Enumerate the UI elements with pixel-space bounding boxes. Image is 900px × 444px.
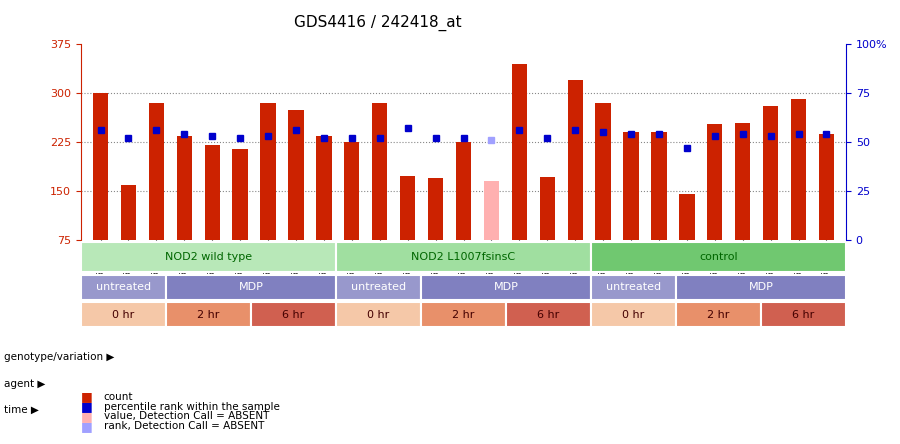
Text: agent ▶: agent ▶ bbox=[4, 379, 46, 389]
Bar bbox=[791, 99, 806, 240]
Text: ■: ■ bbox=[81, 420, 93, 433]
Text: genotype/variation ▶: genotype/variation ▶ bbox=[4, 353, 115, 362]
Text: 0 hr: 0 hr bbox=[367, 310, 390, 320]
Bar bbox=[316, 136, 331, 240]
Bar bbox=[819, 135, 834, 240]
FancyBboxPatch shape bbox=[166, 275, 336, 300]
FancyBboxPatch shape bbox=[251, 302, 336, 327]
Bar bbox=[204, 146, 220, 240]
Text: MDP: MDP bbox=[749, 282, 773, 292]
Text: 0 hr: 0 hr bbox=[112, 310, 135, 320]
FancyBboxPatch shape bbox=[676, 275, 846, 300]
Text: untreated: untreated bbox=[606, 282, 662, 292]
Text: ■: ■ bbox=[81, 410, 93, 423]
FancyBboxPatch shape bbox=[421, 302, 506, 327]
FancyBboxPatch shape bbox=[676, 302, 761, 327]
FancyBboxPatch shape bbox=[336, 275, 421, 300]
Bar bbox=[652, 132, 667, 240]
Text: ■: ■ bbox=[81, 390, 93, 404]
Text: MDP: MDP bbox=[493, 282, 518, 292]
Text: GDS4416 / 242418_at: GDS4416 / 242418_at bbox=[294, 15, 462, 31]
FancyBboxPatch shape bbox=[591, 302, 676, 327]
FancyBboxPatch shape bbox=[421, 275, 591, 300]
Text: NOD2 L1007fsinsC: NOD2 L1007fsinsC bbox=[411, 252, 516, 262]
Text: NOD2 wild type: NOD2 wild type bbox=[165, 252, 252, 262]
FancyBboxPatch shape bbox=[761, 302, 846, 327]
Bar bbox=[763, 106, 778, 240]
Bar bbox=[148, 103, 164, 240]
Text: percentile rank within the sample: percentile rank within the sample bbox=[104, 402, 279, 412]
Text: control: control bbox=[699, 252, 738, 262]
Text: rank, Detection Call = ABSENT: rank, Detection Call = ABSENT bbox=[104, 421, 264, 431]
Text: count: count bbox=[104, 392, 133, 402]
Bar bbox=[540, 177, 555, 240]
Text: 6 hr: 6 hr bbox=[537, 310, 560, 320]
FancyBboxPatch shape bbox=[591, 275, 676, 300]
FancyBboxPatch shape bbox=[166, 302, 251, 327]
FancyBboxPatch shape bbox=[81, 302, 166, 327]
Text: 2 hr: 2 hr bbox=[453, 310, 474, 320]
Bar bbox=[232, 149, 248, 240]
FancyBboxPatch shape bbox=[336, 302, 421, 327]
FancyBboxPatch shape bbox=[81, 242, 336, 272]
Bar bbox=[288, 110, 303, 240]
Bar bbox=[512, 64, 527, 240]
Bar bbox=[428, 178, 444, 240]
Bar bbox=[568, 80, 583, 240]
Text: MDP: MDP bbox=[238, 282, 264, 292]
Text: 0 hr: 0 hr bbox=[623, 310, 644, 320]
Bar bbox=[400, 176, 415, 240]
Text: 2 hr: 2 hr bbox=[197, 310, 220, 320]
FancyBboxPatch shape bbox=[81, 275, 166, 300]
FancyBboxPatch shape bbox=[506, 302, 591, 327]
Bar bbox=[596, 103, 611, 240]
Bar bbox=[455, 142, 472, 240]
Bar bbox=[707, 124, 723, 240]
Bar bbox=[680, 194, 695, 240]
Bar bbox=[372, 103, 387, 240]
Bar bbox=[176, 136, 192, 240]
Text: time ▶: time ▶ bbox=[4, 404, 40, 414]
FancyBboxPatch shape bbox=[336, 242, 591, 272]
Text: ■: ■ bbox=[81, 400, 93, 413]
Bar bbox=[344, 142, 359, 240]
Bar bbox=[735, 123, 751, 240]
Bar bbox=[93, 93, 108, 240]
Text: 6 hr: 6 hr bbox=[283, 310, 304, 320]
Text: untreated: untreated bbox=[96, 282, 151, 292]
FancyBboxPatch shape bbox=[591, 242, 846, 272]
Bar bbox=[624, 132, 639, 240]
Bar bbox=[483, 181, 500, 240]
Text: 2 hr: 2 hr bbox=[707, 310, 730, 320]
Text: value, Detection Call = ABSENT: value, Detection Call = ABSENT bbox=[104, 412, 269, 421]
Bar bbox=[260, 103, 275, 240]
Text: 6 hr: 6 hr bbox=[792, 310, 814, 320]
Bar bbox=[121, 185, 136, 240]
Text: untreated: untreated bbox=[351, 282, 406, 292]
